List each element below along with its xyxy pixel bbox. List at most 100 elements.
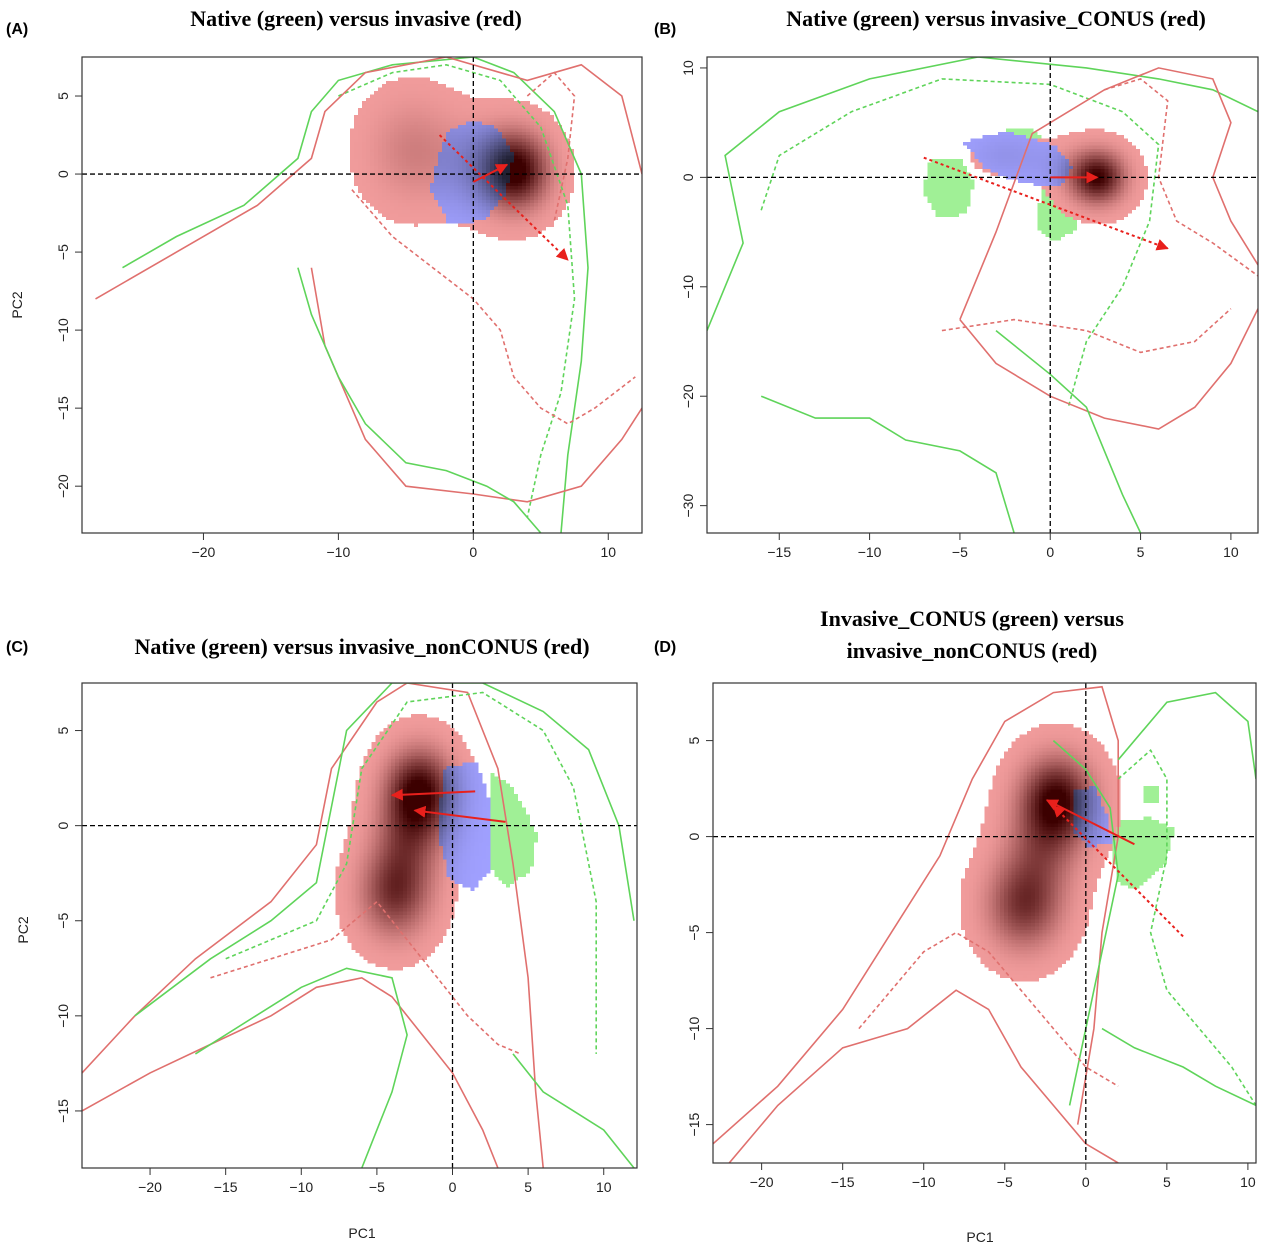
green-contour — [122, 57, 589, 533]
x-tick-label: −20 — [138, 1179, 162, 1195]
panel-label: (C) — [6, 639, 28, 656]
panel-label: (B) — [654, 21, 676, 38]
green-contour-dashed — [1117, 748, 1256, 1106]
red-contour — [959, 308, 1258, 430]
y-tick-label: −10 — [55, 318, 71, 342]
x-tick-label: −20 — [192, 544, 216, 560]
plot-frame — [712, 682, 1257, 1164]
green-contour — [134, 683, 635, 1017]
plot-area — [713, 683, 1256, 1163]
density-raster — [82, 683, 637, 1168]
green-contour-dashed — [760, 78, 1160, 408]
y-tick-label: 10 — [680, 60, 696, 76]
red-contour-dashed — [526, 71, 576, 222]
x-tick-label: −10 — [858, 544, 882, 560]
green-contour — [297, 267, 542, 533]
x-tick-label: 0 — [449, 1179, 457, 1195]
x-tick-label: 0 — [469, 544, 477, 560]
x-tick-label: −20 — [750, 1174, 774, 1190]
y-tick-label: 5 — [55, 92, 71, 100]
centroid-arrow — [413, 805, 506, 823]
x-tick-label: 10 — [600, 544, 616, 560]
y-tick-label: −10 — [680, 275, 696, 299]
x-tick-label: 5 — [524, 1179, 532, 1195]
x-axis-label: PC1 — [966, 1229, 993, 1245]
red-contour-dashed — [210, 900, 521, 1055]
y-axis-label: PC2 — [15, 916, 31, 943]
panel-a: (A) Native (green) versus invasive (red)… — [6, 6, 643, 560]
green-contour — [707, 57, 1258, 331]
red-contour — [82, 683, 544, 1168]
panel-title-line-2: invasive_nonCONUS (red) — [847, 638, 1098, 663]
x-tick-label: 0 — [1046, 544, 1054, 560]
red-contour — [959, 67, 1258, 320]
y-tick-label: −5 — [55, 244, 71, 260]
panel-b: (B) Native (green) versus invasive_CONUS… — [654, 6, 1259, 560]
y-tick-label: −15 — [686, 1113, 702, 1137]
y-tick-label: 0 — [680, 173, 696, 181]
y-axis-label: PC2 — [9, 291, 25, 318]
red-contour — [728, 989, 1119, 1163]
x-tick-label: −5 — [369, 1179, 385, 1195]
x-tick-label: −10 — [912, 1174, 936, 1190]
green-contour — [512, 1053, 635, 1168]
x-tick-label: −10 — [327, 544, 351, 560]
y-tick-label: −15 — [55, 1099, 71, 1123]
centroid-arrow — [390, 788, 476, 801]
y-tick-label: −20 — [680, 384, 696, 408]
red-contour — [713, 685, 1119, 1145]
y-tick-label: −5 — [55, 913, 71, 929]
plot-area — [82, 57, 642, 533]
x-axis-label: PC1 — [348, 1225, 375, 1241]
red-contour-dashed — [858, 931, 1119, 1087]
y-tick-label: 5 — [55, 726, 71, 734]
panel-label: (A) — [6, 21, 28, 38]
plot-area — [82, 683, 637, 1168]
plot-area — [707, 57, 1258, 533]
green-contour — [995, 329, 1142, 533]
green-contour — [1101, 1027, 1256, 1107]
red-contour — [82, 976, 499, 1168]
y-tick-label: 0 — [55, 170, 71, 178]
y-tick-label: −10 — [686, 1017, 702, 1041]
x-tick-label: 5 — [1163, 1174, 1171, 1190]
green-contour — [194, 967, 408, 1168]
red-contour-dashed — [351, 189, 636, 425]
green-contour-dashed — [338, 63, 576, 518]
x-tick-label: −15 — [831, 1174, 855, 1190]
panel-label: (D) — [654, 639, 676, 656]
x-tick-label: −15 — [214, 1179, 238, 1195]
x-tick-label: −5 — [997, 1174, 1013, 1190]
x-tick-label: −10 — [289, 1179, 313, 1195]
y-tick-label: −20 — [55, 474, 71, 498]
y-tick-label: −10 — [55, 1004, 71, 1028]
centroid-arrow — [472, 163, 509, 183]
green-contour — [760, 395, 1015, 533]
y-tick-label: −30 — [680, 494, 696, 518]
panel-c: (C) Native (green) versus invasive_nonCO… — [6, 634, 638, 1241]
x-tick-label: 10 — [1223, 544, 1239, 560]
panel-d: (D) Invasive_CONUS (green) versus invasi… — [654, 606, 1257, 1245]
centroid-arrow — [923, 156, 1169, 251]
y-tick-label: 5 — [686, 736, 702, 744]
x-tick-label: 10 — [1240, 1174, 1256, 1190]
panel-title: Native (green) versus invasive (red) — [190, 6, 522, 31]
x-tick-label: 0 — [1082, 1174, 1090, 1190]
centroid-arrow — [1052, 805, 1184, 938]
green-contour — [1117, 691, 1256, 780]
plot-frame — [81, 682, 638, 1169]
panel-title: Native (green) versus invasive_nonCONUS … — [134, 634, 589, 659]
plot-frame — [706, 56, 1259, 534]
x-tick-label: 10 — [596, 1179, 612, 1195]
red-contour-dashed — [941, 308, 1232, 354]
panel-title-line-1: Invasive_CONUS (green) versus — [820, 606, 1124, 631]
panel-title: Native (green) versus invasive_CONUS (re… — [786, 6, 1206, 31]
x-tick-label: −5 — [952, 544, 968, 560]
y-tick-label: −15 — [55, 396, 71, 420]
y-tick-label: −5 — [686, 924, 702, 940]
red-contour — [95, 57, 642, 300]
x-tick-label: −15 — [767, 544, 791, 560]
plot-frame — [81, 56, 643, 534]
density-raster — [707, 57, 1258, 533]
